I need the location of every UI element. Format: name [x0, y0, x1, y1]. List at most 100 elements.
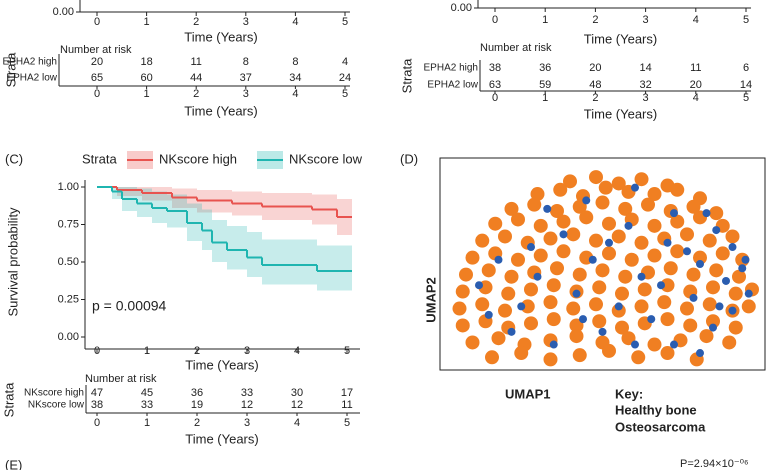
point: [689, 293, 698, 302]
point: [660, 278, 675, 293]
point: [699, 329, 714, 344]
y-tick-label: 0.00: [53, 6, 74, 18]
risk-name: NKscore high: [24, 388, 84, 399]
risk-x-tick-label: 5: [743, 92, 749, 104]
point: [559, 230, 568, 239]
point: [582, 196, 591, 205]
risk-count: 45: [141, 387, 153, 399]
point: [459, 267, 473, 282]
point: [549, 340, 558, 349]
y-tick-label: 0.00: [451, 2, 472, 14]
risk-x-tick-label: 2: [592, 92, 598, 104]
point: [631, 350, 646, 365]
point: [741, 299, 756, 314]
point: [553, 182, 568, 197]
legend-title: Strata: [82, 151, 117, 166]
point: [498, 229, 512, 244]
point: [634, 235, 649, 250]
confidence-band: [212, 220, 227, 262]
p-value: p = 0.00094: [92, 298, 167, 314]
point: [589, 297, 603, 312]
risk-count: 38: [489, 62, 501, 74]
risk-count: 34: [289, 72, 301, 84]
point: [488, 216, 503, 231]
point: [715, 246, 730, 261]
risk-count: 30: [291, 387, 303, 399]
risk-x-tick-label: 1: [144, 88, 150, 100]
point: [611, 176, 626, 191]
point: [702, 297, 717, 312]
point: [657, 295, 672, 310]
risk-count: 18: [140, 56, 152, 68]
risk-count: 11: [190, 56, 201, 68]
point: [709, 206, 724, 221]
legend-label: NKscore low: [289, 151, 363, 166]
point: [511, 252, 525, 267]
x-tick-label: 5: [342, 16, 348, 28]
risk-count: 20: [690, 79, 702, 91]
point: [663, 238, 672, 247]
point: [511, 212, 525, 227]
point: [728, 306, 737, 315]
point: [589, 170, 603, 185]
point: [634, 172, 649, 187]
point: [706, 314, 720, 329]
point: [702, 209, 711, 218]
y-axis-label: UMAP2: [423, 277, 438, 323]
point: [465, 335, 480, 350]
risk-x-tick-label: 5: [342, 88, 348, 100]
point: [546, 312, 561, 327]
risk-x-tick-label: 4: [693, 92, 699, 104]
risk-count: 4: [342, 56, 348, 68]
risk-count: 36: [191, 387, 203, 399]
risk-x-tick-label: 3: [243, 88, 249, 100]
point: [475, 281, 483, 290]
point: [455, 284, 470, 299]
risk-title: Number at risk: [85, 373, 157, 385]
risk-name: EPHA2 high: [3, 57, 57, 68]
risk-x-axis-label: Time (Years): [185, 431, 258, 446]
x-tick-label: 4: [292, 16, 298, 28]
point: [663, 261, 678, 276]
risk-x-tick-label: 0: [492, 92, 498, 104]
point: [572, 199, 587, 214]
point: [514, 346, 529, 361]
risk-title: Number at risk: [60, 44, 132, 56]
x-tick-label: 1: [542, 14, 548, 26]
risk-count: 8: [292, 56, 298, 68]
risk-x-tick-label: 4: [292, 88, 298, 100]
point: [543, 295, 558, 310]
risk-name: EPHA2 low: [427, 80, 478, 91]
legend-label: NKscore high: [159, 151, 237, 166]
point: [647, 315, 656, 324]
point: [634, 299, 649, 314]
risk-x-tick-label: 1: [144, 417, 150, 429]
confidence-band: [247, 232, 262, 277]
point: [572, 289, 581, 298]
risk-x-tick-label: 3: [244, 417, 250, 429]
point: [452, 301, 467, 316]
x-axis-label: Time (Years): [584, 31, 657, 46]
point: [670, 244, 685, 259]
point: [579, 315, 587, 324]
point: [709, 323, 717, 332]
point: [670, 340, 678, 349]
x-tick-label: 4: [693, 14, 699, 26]
risk-count: 47: [91, 387, 103, 399]
risk-count: 14: [639, 62, 651, 74]
point: [550, 261, 564, 276]
point: [501, 286, 516, 301]
point: [712, 226, 721, 235]
confidence-band: [317, 245, 352, 291]
point: [657, 281, 665, 290]
risk-count: 32: [639, 79, 651, 91]
point: [647, 187, 662, 202]
point: [706, 280, 720, 295]
point: [517, 302, 526, 311]
point: [728, 286, 743, 301]
point: [611, 229, 626, 244]
point: [494, 255, 503, 264]
risk-x-tick-label: 0: [94, 88, 100, 100]
risk-count: 63: [489, 79, 501, 91]
